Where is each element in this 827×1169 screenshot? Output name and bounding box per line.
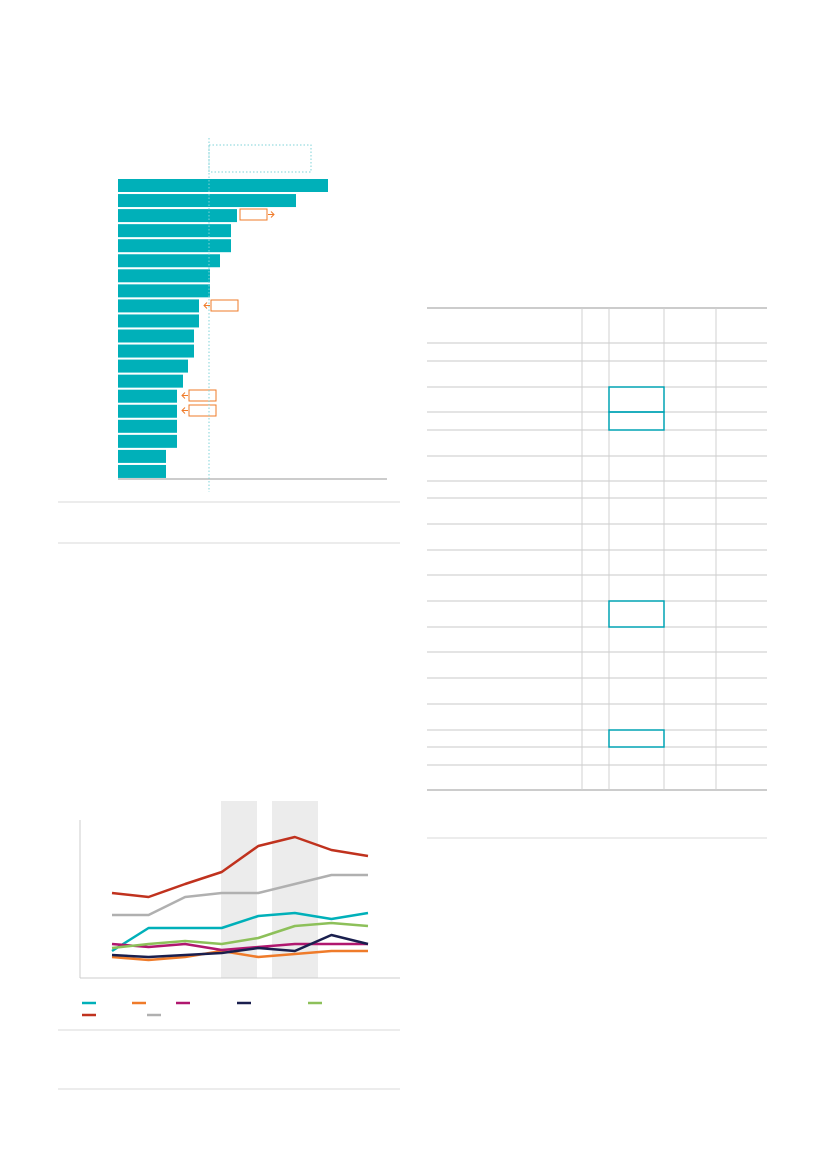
- bar: [118, 314, 199, 328]
- highlight-box: [208, 144, 312, 173]
- series-line: [111, 933, 369, 959]
- bar: [118, 179, 328, 192]
- bar: [118, 284, 210, 298]
- arrow: [268, 211, 275, 218]
- arrow: [181, 407, 188, 414]
- bar: [118, 404, 177, 418]
- highlight-cell: [608, 386, 665, 413]
- bar-chart-decor: [58, 144, 400, 544]
- series-line: [111, 949, 368, 962]
- bar: [118, 329, 194, 343]
- arrow: [181, 392, 188, 399]
- bar: [118, 254, 220, 268]
- bar: [118, 239, 231, 253]
- annotation-box: [210, 299, 239, 312]
- bar: [118, 209, 237, 223]
- bar: [118, 374, 183, 388]
- series-line: [111, 921, 369, 950]
- bar: [118, 434, 177, 448]
- bar: [118, 389, 177, 403]
- bar: [118, 449, 166, 463]
- highlight-cell: [608, 600, 665, 628]
- bar: [118, 419, 177, 433]
- line-chart-decor: [58, 801, 400, 1090]
- bar: [118, 299, 199, 313]
- bar: [118, 269, 210, 283]
- series-line: [111, 942, 368, 952]
- series-line: [111, 911, 369, 953]
- highlight-cell: [608, 729, 665, 748]
- bar: [118, 464, 166, 478]
- bar: [118, 224, 231, 238]
- highlight-cell: [608, 411, 665, 431]
- table: [427, 307, 767, 791]
- annotation-box: [239, 208, 268, 221]
- annotation-box: [188, 404, 217, 417]
- series-line: [111, 835, 369, 899]
- series-line: [112, 873, 368, 917]
- bar: [118, 359, 188, 373]
- bar: [118, 344, 194, 358]
- bar: [118, 194, 296, 208]
- arrow: [203, 302, 210, 309]
- annotation-box: [188, 389, 217, 402]
